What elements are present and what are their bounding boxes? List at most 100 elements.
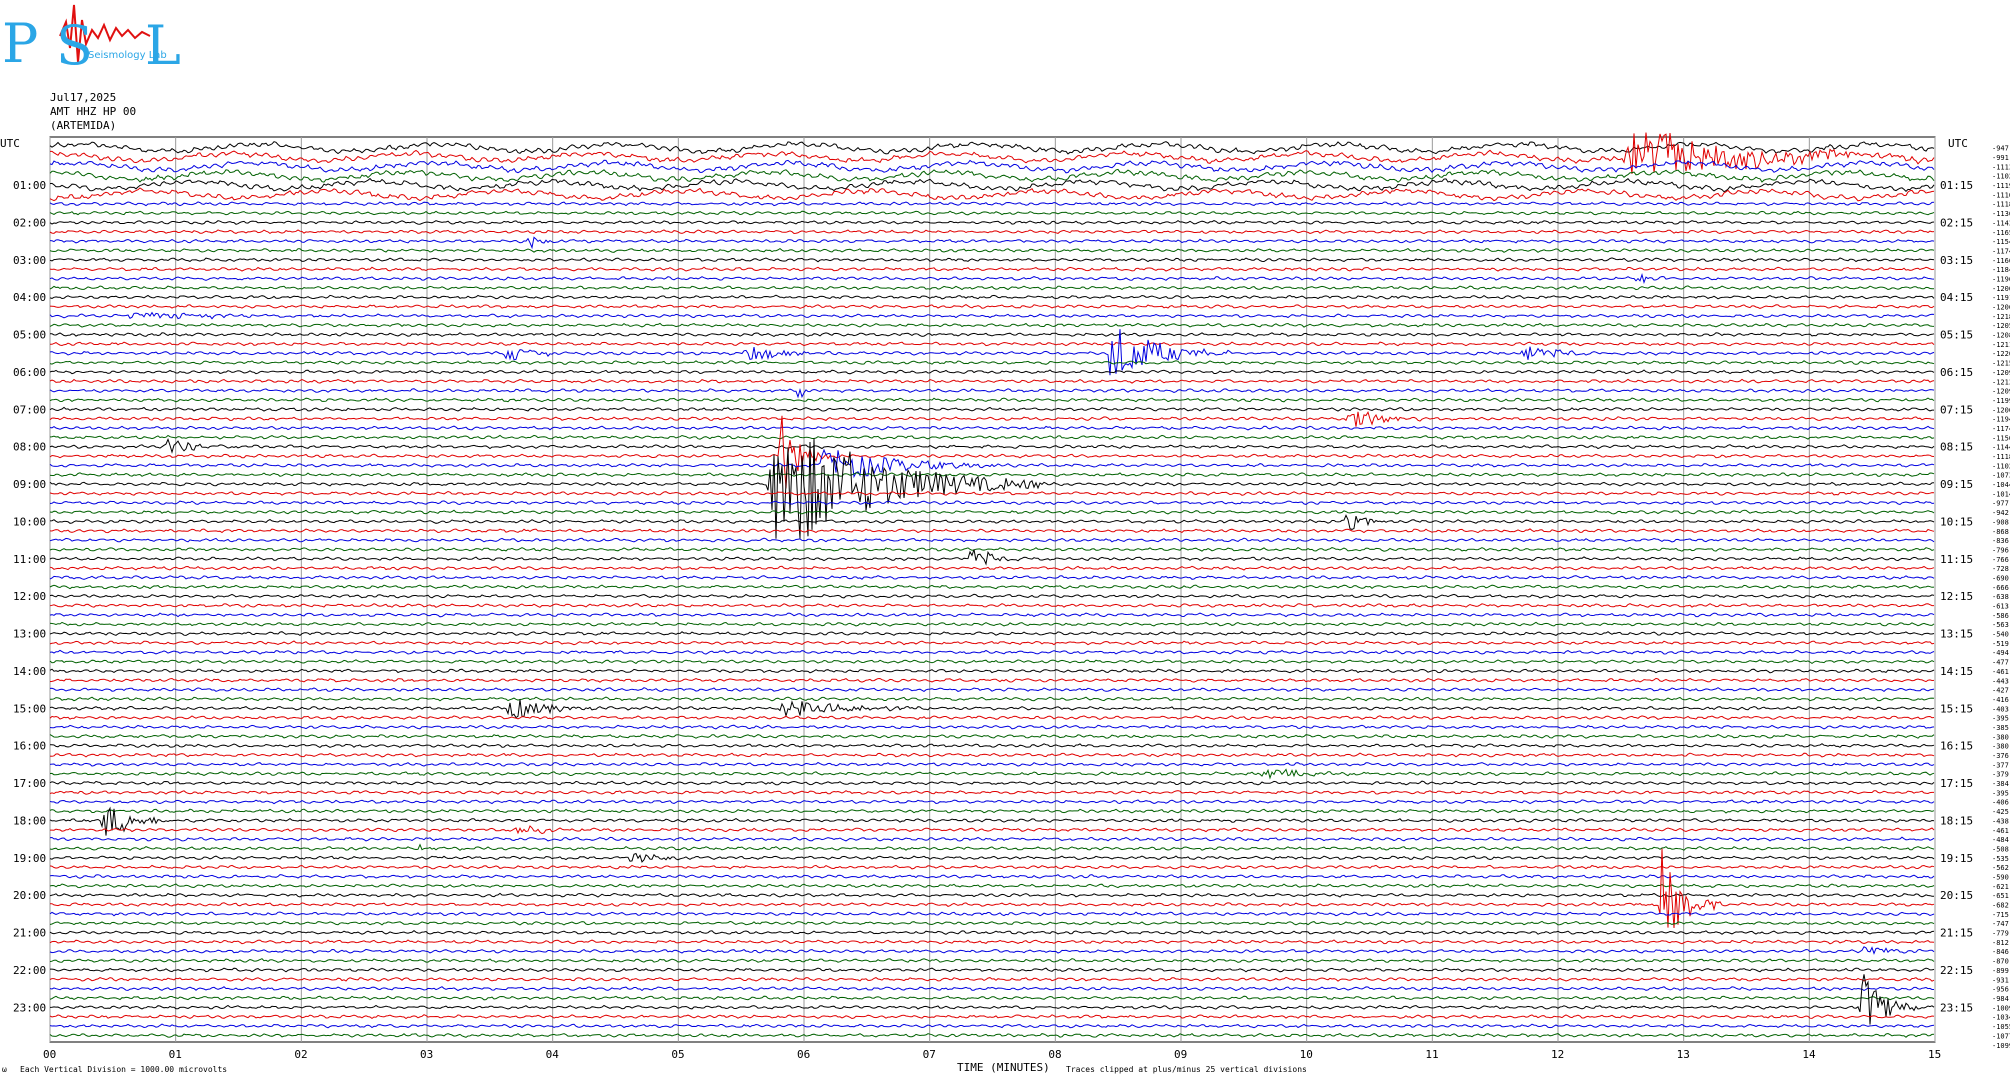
seismic-trace (49, 311, 1935, 320)
seismic-trace (49, 768, 1935, 780)
trace-offset-label: -1055 (1992, 1023, 2010, 1031)
hour-label-left: 20:00 (13, 889, 46, 902)
hour-label-left: 14:00 (13, 665, 46, 678)
hour-label-right: 16:15 (1940, 740, 1973, 753)
seismic-trace (49, 808, 1935, 814)
trace-offset-label: -977 (1992, 500, 2009, 508)
hour-label-left: 15:00 (13, 702, 46, 715)
seismic-trace (49, 322, 1935, 328)
hour-label-right: 13:15 (1940, 628, 1973, 641)
hour-label-right: 15:15 (1940, 702, 1973, 715)
x-tick-label: 08 (1048, 1048, 1061, 1061)
seismic-trace (49, 514, 1935, 530)
seismic-trace (49, 761, 1935, 767)
hour-label-right: 08:15 (1940, 441, 1973, 454)
seismic-trace (49, 790, 1934, 795)
trace-offset-label: -1209 (1992, 388, 2010, 396)
seismic-trace (49, 266, 1935, 272)
trace-offset-label: -1110 (1992, 191, 2010, 199)
hour-label-right: 21:15 (1940, 927, 1973, 940)
x-tick-label: 09 (1174, 1048, 1187, 1061)
hour-label-right: 09:15 (1940, 478, 1973, 491)
trace-offset-label: -1077 (1992, 1032, 2010, 1040)
minute-gridlines (49, 136, 1936, 1043)
hour-label-right: 23:15 (1940, 1001, 1973, 1014)
x-tick-label: 14 (1802, 1048, 1816, 1061)
seismic-trace (50, 848, 1935, 929)
clip-note: Traces clipped at plus/minus 25 vertical… (1066, 1065, 1307, 1074)
trace-offset-label: -377 (1992, 761, 2009, 769)
trace-offset-label: -1136 (1992, 210, 2010, 218)
trace-offset-label: -621 (1992, 883, 2009, 891)
seismic-trace (49, 1032, 1935, 1038)
axis-labels: 00 01 02 03 04 05 06 07 08 09 10 11 12 13 14 15 -947-991… (13, 145, 2010, 1061)
x-tick-label: 10 (1300, 1048, 1313, 1061)
seismic-trace (49, 976, 1935, 982)
trace-offset-label: -385 (1992, 724, 2009, 732)
trace-offset-label: -1206 (1992, 304, 2010, 312)
seismic-trace (49, 229, 1935, 235)
seismic-trace (49, 187, 1935, 202)
seismic-trace (49, 332, 1935, 337)
hour-label-left: 11:00 (13, 553, 46, 566)
seismic-trace (50, 132, 1935, 174)
trace-offset-label: -1009 (1992, 1004, 2010, 1012)
trace-offset-label: -942 (1992, 509, 2009, 517)
hour-label-left: 19:00 (13, 852, 46, 865)
seismic-trace (49, 285, 1935, 291)
x-tick-label: 02 (294, 1048, 307, 1061)
seismic-trace (49, 958, 1935, 963)
trace-offset-label: -380 (1992, 743, 2009, 751)
hour-label-right: 04:15 (1940, 291, 1973, 304)
trace-offset-label: -461 (1992, 827, 2009, 835)
trace-offset-label: -779 (1992, 930, 2009, 938)
trace-offset-label: -484 (1992, 836, 2009, 844)
x-tick-label: 01 (169, 1048, 182, 1061)
hour-label-left: 13:00 (13, 628, 46, 641)
trace-offset-label: -1119 (1992, 182, 2010, 190)
seismic-trace (49, 799, 1935, 805)
trace-offset-label: -395 (1992, 789, 2009, 797)
trace-offset-label: -384 (1992, 780, 2009, 788)
trace-offset-label: -1034 (1992, 1014, 2010, 1022)
seismic-trace (49, 974, 1935, 1025)
seismic-trace (49, 631, 1935, 637)
hour-label-right: 07:15 (1940, 403, 1973, 416)
seismic-trace (49, 509, 1935, 515)
station-site: (ARTEMIDA) (50, 119, 117, 132)
trace-offset-label: -1196 (1992, 276, 2010, 284)
trace-offset-label: -1211 (1992, 341, 2010, 349)
x-tick-label: 07 (923, 1048, 936, 1061)
trace-offset-label: -1184 (1992, 266, 2010, 274)
trace-offset-label: -1102 (1992, 462, 2010, 470)
hour-label-left: 03:00 (13, 254, 46, 267)
trace-offset-label: -1143 (1992, 219, 2010, 227)
hour-label-left: 06:00 (13, 366, 46, 379)
seismic-trace (49, 806, 1935, 836)
hour-label-left: 01:00 (13, 179, 46, 192)
seismic-trace (49, 621, 1935, 627)
seismic-trace (49, 715, 1935, 721)
trace-offset-label: -870 (1992, 958, 2009, 966)
seismic-trace (49, 659, 1935, 665)
seismic-trace (49, 986, 1934, 992)
trace-offset-label: -494 (1992, 649, 2009, 657)
hour-label-left: 21:00 (13, 927, 46, 940)
seismic-trace (49, 210, 1935, 216)
seismic-trace (49, 247, 1935, 253)
hour-label-right: 20:15 (1940, 889, 1973, 902)
seismic-trace (49, 168, 1935, 183)
seismic-trace (49, 593, 1935, 599)
trace-offset-label: -984 (1992, 995, 2009, 1003)
seismic-trace (49, 836, 1935, 842)
plot-frame (49, 136, 1936, 1043)
logo-letter-p: P (2, 12, 38, 75)
hour-label-right: 10:15 (1940, 515, 1973, 528)
seismic-trace (49, 273, 1935, 285)
hour-label-left: 07:00 (13, 403, 46, 416)
hour-label-left: 23:00 (13, 1001, 46, 1014)
utc-label-right: UTC (1948, 137, 1968, 150)
x-tick-label: 12 (1551, 1048, 1564, 1061)
trace-offset-label: -1113 (1992, 163, 2010, 171)
